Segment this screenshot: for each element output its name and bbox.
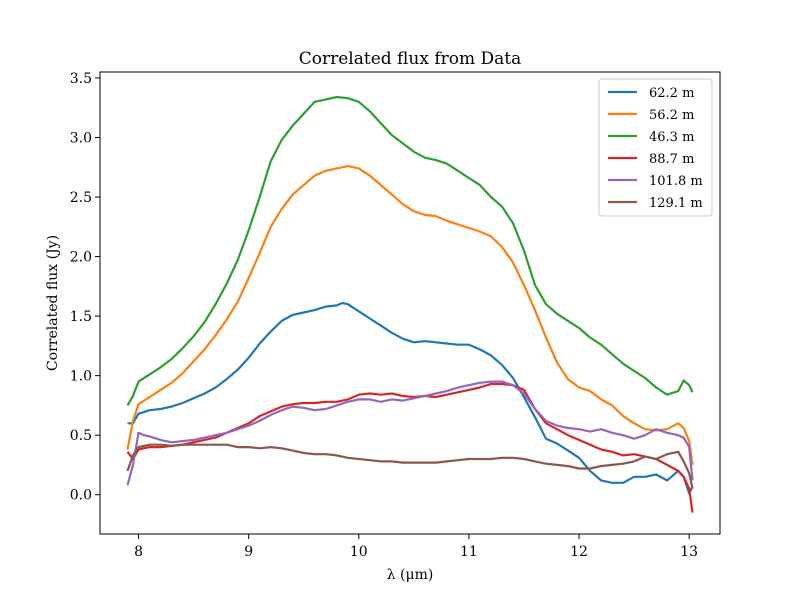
- y-axis-label: Correlated flux (Jy): [45, 235, 61, 371]
- y-tick-label: 0.5: [70, 428, 92, 444]
- legend: 62.2 m 56.2 m 46.3 m 88.7 m 101.8 m 129.1 m: [598, 78, 713, 217]
- y-tick-label: 0.0: [70, 488, 92, 504]
- y-tick-label: 2.5: [70, 190, 92, 206]
- series-line-2: [126, 165, 694, 466]
- x-tick-label: 12: [570, 544, 588, 560]
- x-tick-label: 8: [134, 544, 143, 560]
- plot-area: [126, 95, 694, 513]
- series-line-6: [126, 443, 694, 490]
- legend-label: 101.8 m: [649, 174, 703, 189]
- axes-frame: [99, 71, 721, 535]
- legend-label: 62.2 m: [649, 86, 694, 101]
- x-axis: 8 9 10 11 12 13: [134, 534, 698, 560]
- legend-label: 88.7 m: [649, 152, 694, 167]
- y-tick-label: 1.0: [70, 369, 92, 385]
- y-tick-label: 3.0: [70, 130, 92, 146]
- legend-label: 46.3 m: [649, 130, 694, 145]
- y-tick-label: 3.5: [70, 71, 92, 87]
- y-axis: 0.0 0.5 1.0 1.5 2.0 2.5 3.0 3.5: [70, 71, 100, 504]
- x-axis-label: λ (μm): [387, 567, 434, 583]
- chart-title: Correlated flux from Data: [299, 49, 522, 69]
- legend-label: 56.2 m: [649, 108, 694, 123]
- series-line-5: [126, 380, 694, 486]
- series-line-4: [126, 382, 694, 513]
- y-tick-label: 1.5: [70, 309, 92, 325]
- x-tick-label: 11: [460, 544, 478, 560]
- y-tick-label: 2.0: [70, 250, 92, 266]
- series-line-3: [126, 95, 694, 406]
- legend-label: 129.1 m: [649, 196, 703, 211]
- x-tick-label: 10: [350, 544, 368, 560]
- x-tick-label: 9: [244, 544, 253, 560]
- x-tick-label: 13: [680, 544, 698, 560]
- series-line-1: [127, 301, 694, 495]
